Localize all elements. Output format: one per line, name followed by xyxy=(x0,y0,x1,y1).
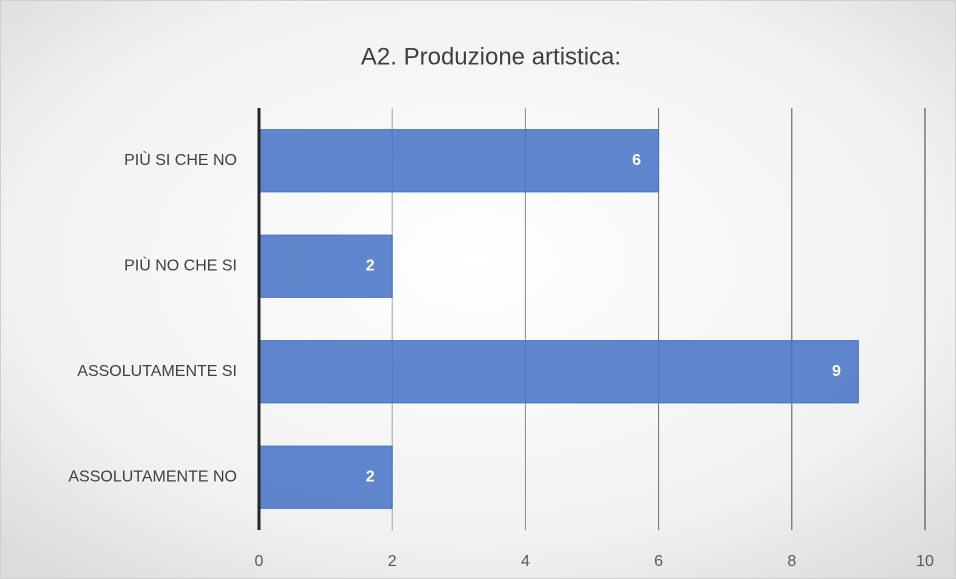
x-tick-label: 2 xyxy=(388,553,397,570)
bar xyxy=(258,340,859,404)
y-tick-label: ASSOLUTAMENTE SI xyxy=(77,363,237,380)
data-label: 2 xyxy=(366,257,375,274)
x-tick-label: 6 xyxy=(654,553,663,570)
y-tick-label: PIÙ NO CHE SI xyxy=(124,255,237,274)
y-tick-label: PIÙ SI CHE NO xyxy=(124,150,237,169)
x-tick-label: 8 xyxy=(787,553,796,570)
data-label: 6 xyxy=(632,152,641,169)
bar xyxy=(258,129,660,193)
y-tick-label: ASSOLUTAMENTE NO xyxy=(68,468,237,485)
x-tick-label: 0 xyxy=(255,553,264,570)
chart-title: A2. Produzione artistica: xyxy=(361,43,621,70)
bar xyxy=(258,234,393,298)
x-tick-label: 4 xyxy=(521,553,530,570)
data-label: 9 xyxy=(832,363,841,380)
data-label: 2 xyxy=(366,468,375,485)
x-tick-label: 10 xyxy=(916,553,934,570)
